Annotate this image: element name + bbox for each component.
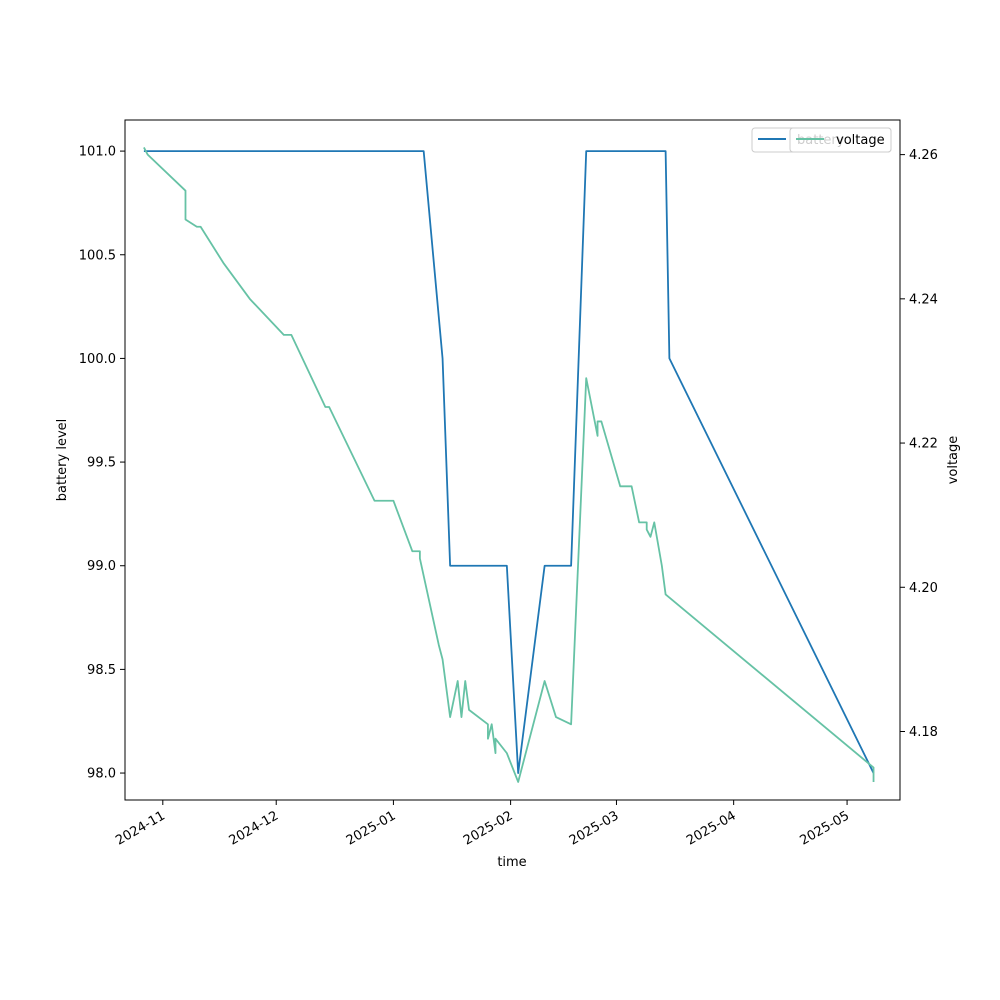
legend-voltage-box (789, 127, 892, 153)
legend-voltage-label: voltage (836, 133, 885, 148)
series-line-voltage (143, 146, 875, 783)
plot-frame (124, 119, 901, 801)
plot-layer (143, 146, 875, 783)
y-left-tick-label: 101.0 (79, 145, 116, 160)
y-right-tick-label: 4.22 (909, 437, 938, 452)
y-right-tick-label: 4.24 (909, 292, 938, 307)
series-line-battery (143, 150, 875, 774)
y-axis-right-label: voltage (946, 436, 961, 485)
y-axis-left-label: battery level (55, 419, 70, 502)
y-left-tick-label: 100.0 (79, 352, 116, 367)
y-left-tick-label: 98.0 (87, 767, 116, 782)
y-right-tick-label: 4.20 (909, 581, 938, 596)
y-right-tick-label: 4.18 (909, 725, 938, 740)
y-left-tick-label: 99.0 (87, 559, 116, 574)
y-axis-left: 98.0 98.5 99.0 99.5 100.0 100.5 101.0 (79, 145, 125, 782)
y-right-tick-label: 4.26 (909, 148, 938, 163)
y-left-tick-label: 99.5 (87, 456, 116, 471)
y-left-tick-label: 98.5 (87, 663, 116, 678)
y-left-tick-label: 100.5 (79, 248, 116, 263)
x-axis-label: time (497, 855, 526, 870)
legend-voltage: voltage (789, 127, 892, 153)
y-axis-right: 4.18 4.20 4.22 4.24 4.26 (900, 148, 938, 740)
